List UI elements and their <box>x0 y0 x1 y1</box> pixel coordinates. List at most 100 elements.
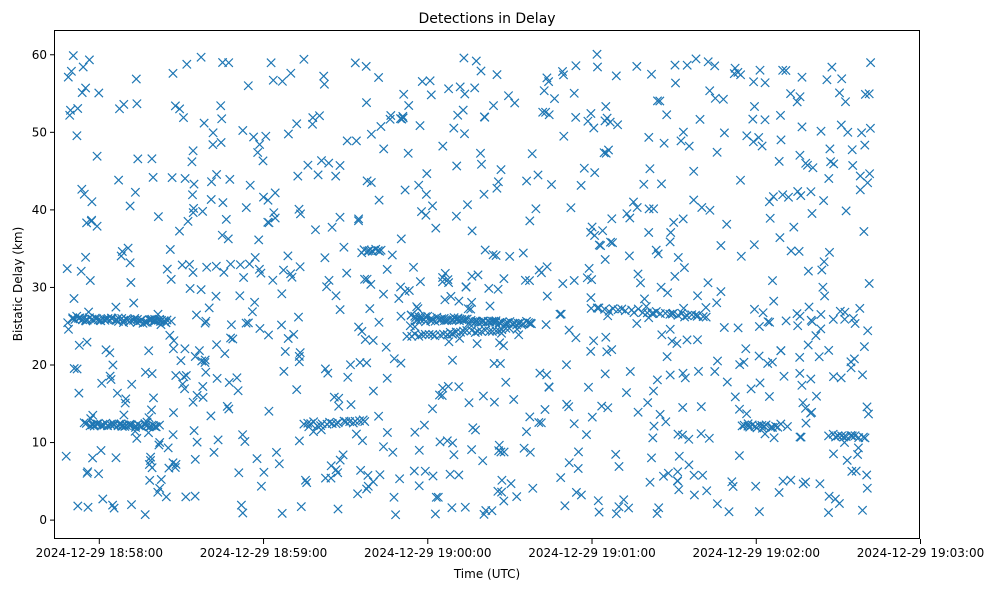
data-point <box>796 190 806 201</box>
plot-frame <box>54 30 920 539</box>
data-point <box>658 471 669 481</box>
data-point <box>355 357 365 368</box>
data-point <box>295 209 306 219</box>
data-point <box>106 374 116 385</box>
data-point <box>491 250 501 261</box>
data-point <box>408 262 419 272</box>
data-point <box>581 429 592 440</box>
data-point <box>678 303 689 313</box>
data-point <box>176 355 186 366</box>
data-point <box>353 322 364 332</box>
data-point <box>828 371 839 382</box>
data-point <box>398 111 408 122</box>
data-point <box>72 131 82 141</box>
data-point <box>864 89 874 99</box>
data-point <box>187 157 197 167</box>
data-point <box>775 110 786 121</box>
data-point <box>421 189 432 200</box>
data-point <box>828 314 838 325</box>
data-point <box>454 296 464 306</box>
data-point <box>586 346 596 357</box>
data-point <box>361 61 371 72</box>
data-point <box>803 340 813 350</box>
data-point <box>605 237 616 247</box>
data-point <box>156 474 166 485</box>
data-point <box>188 203 199 214</box>
data-point <box>758 308 768 318</box>
data-point <box>672 338 682 349</box>
data-point <box>437 277 448 287</box>
data-point <box>786 246 796 256</box>
data-point <box>779 371 789 381</box>
data-point <box>185 283 195 294</box>
data-point <box>855 185 865 195</box>
data-point <box>850 318 860 329</box>
data-point <box>361 97 372 108</box>
data-point <box>335 455 345 465</box>
data-point <box>607 238 618 248</box>
data-point <box>194 345 205 356</box>
data-point <box>600 369 610 379</box>
data-point <box>292 384 302 395</box>
data-point <box>295 347 305 358</box>
data-point <box>621 387 632 398</box>
data-point <box>146 405 157 415</box>
data-point <box>669 217 679 228</box>
data-point <box>754 321 765 332</box>
data-point <box>859 341 870 352</box>
data-point <box>542 73 552 83</box>
data-point <box>847 431 857 441</box>
x-axis-label: Time (UTC) <box>453 567 520 581</box>
data-point <box>449 450 459 460</box>
data-point <box>153 487 163 497</box>
data-point <box>164 463 174 473</box>
data-point <box>132 433 142 444</box>
data-point <box>81 218 92 228</box>
data-point <box>422 168 432 179</box>
data-point <box>224 404 234 414</box>
data-point <box>111 302 121 312</box>
data-point <box>314 111 325 121</box>
data-point <box>692 291 703 301</box>
data-point <box>433 492 443 502</box>
data-point <box>360 334 370 345</box>
data-point <box>848 160 858 171</box>
data-point <box>797 72 807 82</box>
data-point <box>571 333 581 343</box>
data-point <box>132 99 142 109</box>
data-point <box>605 117 615 127</box>
data-point <box>382 427 393 438</box>
data-point <box>187 190 198 200</box>
data-point <box>294 351 304 362</box>
data-point <box>61 451 71 461</box>
data-point <box>74 388 84 398</box>
data-point <box>556 309 566 319</box>
data-point <box>368 335 378 346</box>
data-point <box>190 454 200 465</box>
data-point <box>156 319 166 330</box>
data-point <box>614 502 624 512</box>
data-point <box>335 160 345 171</box>
data-point <box>704 433 714 443</box>
data-point <box>795 352 805 363</box>
data-point <box>459 129 470 139</box>
data-point <box>639 179 649 189</box>
data-point <box>263 330 274 340</box>
data-point <box>350 416 360 426</box>
data-point <box>82 337 92 347</box>
data-point <box>202 262 212 272</box>
data-point <box>505 251 515 262</box>
data-point <box>801 418 811 428</box>
data-point <box>376 121 386 132</box>
data-point <box>544 382 554 392</box>
data-point <box>454 333 465 344</box>
data-point <box>428 471 438 481</box>
data-point <box>452 161 462 171</box>
data-point <box>680 373 690 383</box>
data-point <box>240 436 250 447</box>
data-point <box>525 216 535 226</box>
data-point <box>776 346 786 356</box>
data-point <box>69 363 79 374</box>
data-point <box>807 208 817 219</box>
data-point <box>206 411 216 421</box>
